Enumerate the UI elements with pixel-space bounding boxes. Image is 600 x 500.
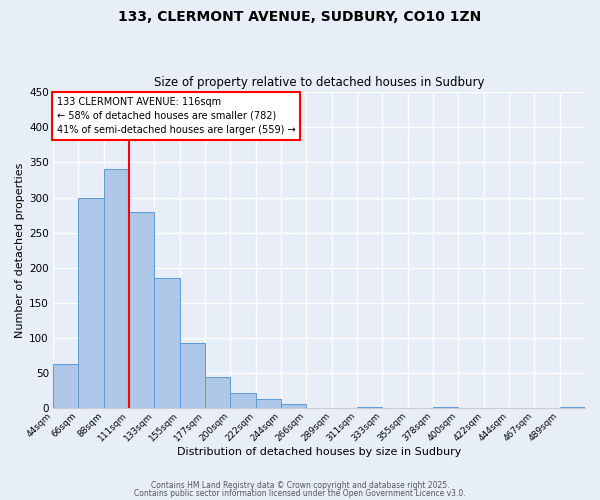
Bar <box>560 407 585 408</box>
Bar <box>230 393 256 408</box>
Bar <box>104 170 129 408</box>
Bar <box>79 198 104 408</box>
Bar <box>180 343 205 408</box>
Text: 133, CLERMONT AVENUE, SUDBURY, CO10 1ZN: 133, CLERMONT AVENUE, SUDBURY, CO10 1ZN <box>118 10 482 24</box>
X-axis label: Distribution of detached houses by size in Sudbury: Distribution of detached houses by size … <box>177 448 461 458</box>
Text: 133 CLERMONT AVENUE: 116sqm
← 58% of detached houses are smaller (782)
41% of se: 133 CLERMONT AVENUE: 116sqm ← 58% of det… <box>57 97 296 135</box>
Bar <box>433 407 458 408</box>
Bar <box>53 364 79 408</box>
Bar <box>205 377 230 408</box>
Text: Contains public sector information licensed under the Open Government Licence v3: Contains public sector information licen… <box>134 488 466 498</box>
Bar <box>154 278 180 408</box>
Bar <box>357 407 382 408</box>
Bar <box>256 400 281 408</box>
Bar <box>129 212 154 408</box>
Y-axis label: Number of detached properties: Number of detached properties <box>15 162 25 338</box>
Title: Size of property relative to detached houses in Sudbury: Size of property relative to detached ho… <box>154 76 484 90</box>
Text: Contains HM Land Registry data © Crown copyright and database right 2025.: Contains HM Land Registry data © Crown c… <box>151 481 449 490</box>
Bar <box>281 404 307 408</box>
